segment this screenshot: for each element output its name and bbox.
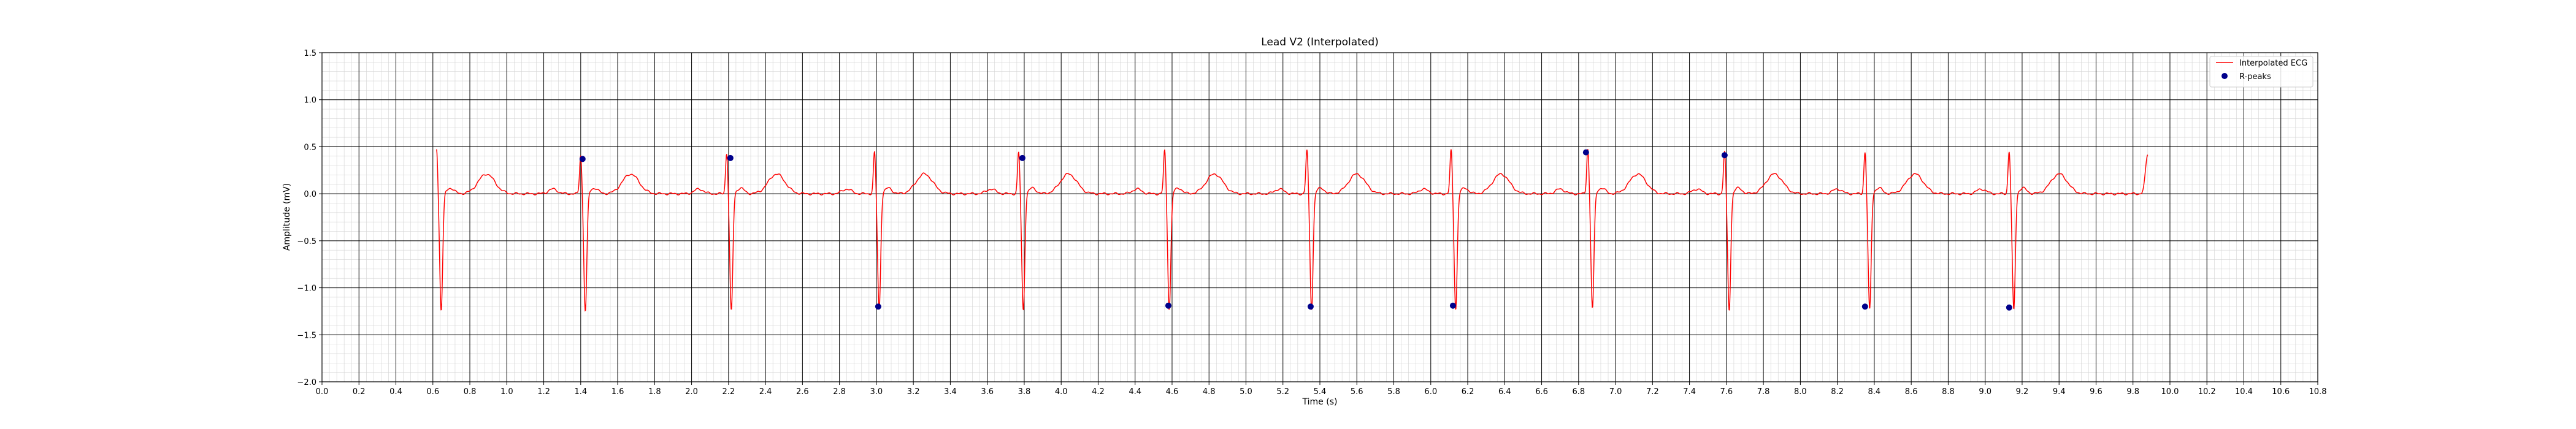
x-tick-label: 5.2 bbox=[1276, 387, 1289, 397]
x-axis-ticks: 0.0 0.2 0.4 0.6 0.8 1.0 1.2 1.4 1.6 1.8 2.0 2.2 2.4 2… bbox=[316, 382, 2327, 397]
x-tick-label: 7.6 bbox=[1720, 387, 1733, 397]
x-tick-label: 1.8 bbox=[648, 387, 661, 397]
x-tick-label: 6.0 bbox=[1424, 387, 1437, 397]
x-tick-label: 6.8 bbox=[1572, 387, 1585, 397]
r-peak-point bbox=[1721, 152, 1728, 159]
y-tick-label: 0.5 bbox=[304, 143, 316, 152]
x-tick-label: 8.0 bbox=[1794, 387, 1807, 397]
x-tick-label: 9.6 bbox=[2090, 387, 2103, 397]
r-peak-point bbox=[875, 303, 881, 310]
x-tick-label: 0.2 bbox=[353, 387, 366, 397]
x-tick-label: 10.4 bbox=[2235, 387, 2253, 397]
r-peak-point bbox=[1019, 154, 1025, 161]
x-tick-label: 3.6 bbox=[981, 387, 994, 397]
x-tick-label: 10.6 bbox=[2272, 387, 2290, 397]
x-tick-label: 2.0 bbox=[685, 387, 698, 397]
x-tick-label: 4.8 bbox=[1203, 387, 1216, 397]
x-tick-label: 2.2 bbox=[723, 387, 735, 397]
y-tick-label: 0.0 bbox=[304, 190, 316, 199]
legend: Interpolated ECG R-peaks bbox=[2209, 56, 2313, 88]
x-tick-label: 4.6 bbox=[1166, 387, 1179, 397]
x-tick-label: 10.0 bbox=[2161, 387, 2179, 397]
y-tick-label: −1.5 bbox=[297, 331, 316, 340]
x-tick-label: 1.4 bbox=[574, 387, 587, 397]
x-tick-label: 2.4 bbox=[759, 387, 772, 397]
y-axis-ticks: 1.5 1.0 0.5 0.0 −0.5 −1.0 −1.5 −2.0 bbox=[297, 49, 322, 387]
x-axis-label: Time (s) bbox=[1302, 397, 1338, 407]
legend-box bbox=[2209, 56, 2313, 88]
legend-label-rpeaks: R-peaks bbox=[2239, 72, 2271, 82]
x-tick-label: 3.0 bbox=[870, 387, 883, 397]
x-tick-label: 4.2 bbox=[1092, 387, 1105, 397]
x-tick-label: 8.6 bbox=[1905, 387, 1918, 397]
chart-title: Lead V2 (Interpolated) bbox=[1261, 36, 1379, 48]
x-tick-label: 5.4 bbox=[1314, 387, 1327, 397]
y-tick-label: −1.0 bbox=[297, 284, 316, 294]
x-tick-label: 5.6 bbox=[1351, 387, 1363, 397]
x-tick-label: 8.2 bbox=[1831, 387, 1844, 397]
x-tick-label: 0.6 bbox=[426, 387, 439, 397]
x-tick-label: 4.4 bbox=[1129, 387, 1141, 397]
x-tick-label: 0.4 bbox=[389, 387, 402, 397]
r-peak-point bbox=[727, 154, 734, 161]
y-tick-label: 1.0 bbox=[304, 96, 316, 105]
r-peak-point bbox=[1307, 303, 1314, 310]
major-grid bbox=[321, 52, 2318, 382]
x-tick-label: 8.4 bbox=[1868, 387, 1881, 397]
x-tick-label: 1.2 bbox=[537, 387, 550, 397]
x-tick-label: 5.0 bbox=[1240, 387, 1252, 397]
x-tick-label: 4.0 bbox=[1055, 387, 1068, 397]
r-peak-point bbox=[1861, 303, 1868, 310]
y-tick-label: −2.0 bbox=[297, 378, 316, 387]
x-tick-label: 10.2 bbox=[2198, 387, 2216, 397]
x-tick-label: 5.8 bbox=[1387, 387, 1400, 397]
x-tick-label: 1.6 bbox=[611, 387, 624, 397]
r-peak-point bbox=[1582, 149, 1589, 156]
y-axis-label: Amplitude (mV) bbox=[282, 183, 292, 251]
x-tick-label: 6.6 bbox=[1535, 387, 1548, 397]
x-tick-label: 9.2 bbox=[2016, 387, 2029, 397]
x-tick-label: 7.2 bbox=[1646, 387, 1659, 397]
x-tick-label: 9.8 bbox=[2126, 387, 2139, 397]
r-peak-point bbox=[1449, 302, 1456, 309]
y-tick-label: −0.5 bbox=[297, 237, 316, 246]
x-tick-label: 8.8 bbox=[1942, 387, 1955, 397]
y-tick-label: 1.5 bbox=[304, 49, 316, 58]
x-tick-label: 0.0 bbox=[316, 387, 329, 397]
x-tick-label: 10.8 bbox=[2309, 387, 2327, 397]
x-tick-label: 3.4 bbox=[944, 387, 957, 397]
r-peak-point bbox=[579, 156, 586, 162]
x-tick-label: 3.8 bbox=[1018, 387, 1031, 397]
x-tick-label: 6.2 bbox=[1462, 387, 1474, 397]
x-tick-label: 7.4 bbox=[1683, 387, 1696, 397]
x-tick-label: 9.0 bbox=[1979, 387, 1991, 397]
x-tick-label: 3.2 bbox=[907, 387, 920, 397]
x-tick-label: 6.4 bbox=[1498, 387, 1511, 397]
x-tick-label: 0.8 bbox=[464, 387, 477, 397]
x-tick-label: 2.6 bbox=[796, 387, 809, 397]
x-tick-label: 2.8 bbox=[833, 387, 846, 397]
plot-area bbox=[436, 149, 2149, 312]
x-tick-label: 9.4 bbox=[2053, 387, 2066, 397]
series-line-ecg bbox=[436, 149, 2149, 312]
x-tick-label: 7.8 bbox=[1757, 387, 1770, 397]
r-peak-point bbox=[2006, 304, 2012, 311]
x-tick-label: 1.0 bbox=[500, 387, 513, 397]
x-tick-label: 7.0 bbox=[1609, 387, 1622, 397]
legend-label-ecg: Interpolated ECG bbox=[2239, 59, 2307, 68]
r-peak-point bbox=[1165, 302, 1171, 309]
legend-dot-swatch bbox=[2221, 73, 2228, 79]
